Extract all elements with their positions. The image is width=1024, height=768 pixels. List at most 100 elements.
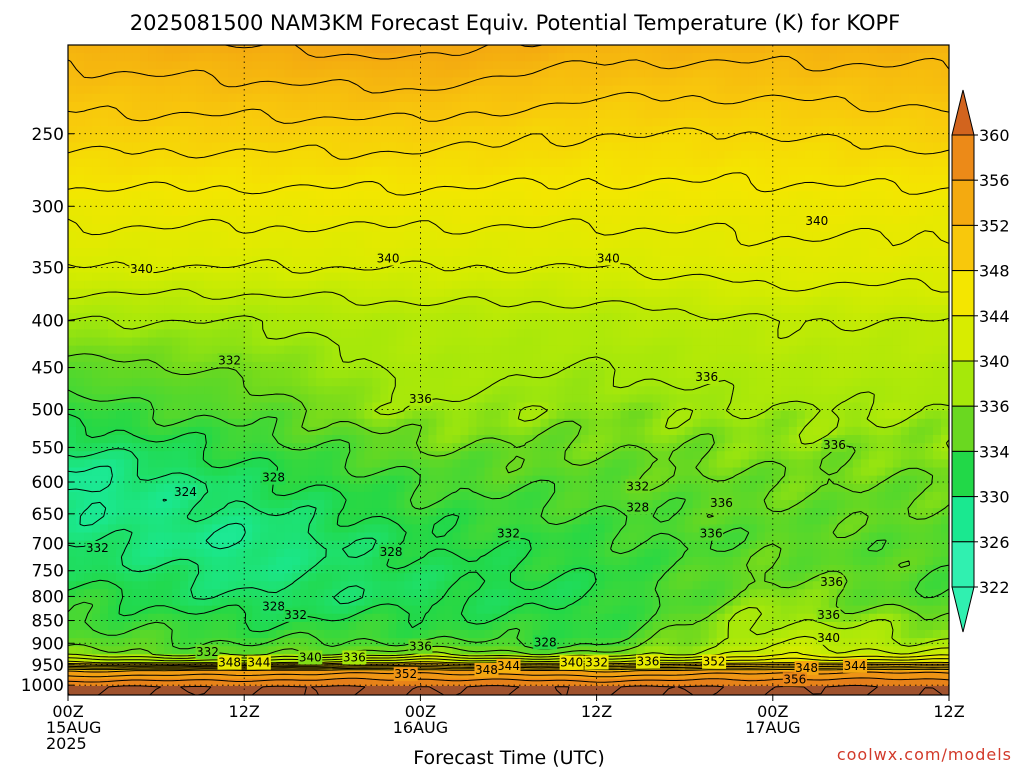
field-cell (100, 305, 109, 314)
field-cell (924, 45, 934, 54)
field-cell (116, 158, 125, 168)
field-cell (268, 85, 277, 95)
field-cell (572, 118, 582, 127)
field-cell (604, 199, 614, 209)
field-cell (628, 183, 638, 192)
field-cell (324, 101, 333, 111)
field-cell (300, 69, 309, 79)
field-cell (556, 288, 566, 298)
field-cell (100, 199, 109, 209)
field-cell (564, 256, 574, 265)
field-cell (764, 61, 774, 70)
field-cell (164, 264, 173, 274)
field-cell (172, 410, 181, 420)
field-cell (620, 215, 630, 225)
field-cell (532, 256, 542, 265)
field-cell (740, 288, 750, 298)
field-cell (436, 118, 446, 127)
field-cell (436, 53, 446, 62)
field-cell (876, 134, 886, 144)
field-cell (340, 126, 349, 135)
field-cell (908, 93, 918, 103)
field-cell (508, 361, 518, 371)
field-cell (260, 321, 269, 330)
field-cell (660, 150, 670, 160)
field-cell (620, 240, 630, 249)
field-cell (588, 118, 598, 127)
field-cell (476, 248, 486, 257)
field-cell (540, 223, 550, 233)
field-cell (148, 223, 157, 233)
field-cell (268, 394, 277, 404)
field-cell (708, 45, 718, 54)
field-cell (68, 240, 77, 249)
field-cell (324, 361, 333, 371)
field-cell (868, 150, 878, 160)
field-cell (116, 101, 125, 111)
field-cell (356, 166, 365, 176)
field-cell (724, 166, 734, 176)
field-cell (444, 215, 454, 225)
field-cell (180, 321, 189, 330)
field-cell (364, 305, 373, 314)
field-cell (580, 264, 590, 274)
field-cell (748, 126, 758, 135)
field-cell (868, 101, 878, 111)
field-cell (404, 166, 413, 176)
field-cell (372, 386, 381, 395)
field-cell (100, 215, 109, 225)
field-cell (708, 126, 718, 135)
field-cell (684, 288, 694, 298)
field-cell (164, 118, 173, 127)
field-cell (796, 191, 806, 200)
field-cell (316, 313, 325, 322)
field-cell (308, 264, 317, 274)
field-cell (908, 394, 918, 404)
field-cell (220, 118, 229, 127)
field-cell (908, 305, 918, 314)
field-cell (820, 353, 830, 363)
field-cell (332, 45, 341, 54)
field-cell (292, 69, 301, 79)
field-cell (724, 134, 734, 144)
field-cell (148, 45, 157, 54)
field-cell (812, 240, 822, 249)
field-cell (524, 69, 534, 79)
field-cell (788, 101, 798, 111)
field-cell (444, 183, 454, 192)
field-cell (364, 402, 373, 412)
field-cell (364, 272, 373, 282)
field-cell (276, 378, 285, 387)
field-cell (852, 329, 862, 339)
field-cell (564, 394, 574, 404)
field-cell (348, 45, 357, 54)
field-cell (116, 402, 125, 412)
field-cell (244, 264, 253, 274)
field-cell (516, 361, 526, 371)
field-cell (164, 313, 173, 322)
field-cell (716, 150, 726, 160)
field-cell (460, 370, 470, 379)
field-cell (340, 321, 349, 330)
field-cell (884, 183, 894, 192)
field-cell (924, 166, 934, 176)
field-cell (836, 166, 846, 176)
field-cell (516, 126, 526, 135)
field-cell (100, 150, 109, 160)
field-cell (260, 361, 269, 371)
field-cell (620, 313, 630, 322)
field-cell (892, 45, 902, 54)
field-cell (388, 101, 397, 111)
field-cell (116, 215, 125, 225)
field-cell (460, 337, 470, 347)
field-cell (564, 69, 574, 79)
field-cell (772, 264, 782, 274)
field-cell (396, 386, 405, 395)
field-cell (852, 248, 862, 257)
field-cell (524, 329, 534, 339)
field-cell (812, 378, 822, 387)
field-cell (716, 175, 726, 184)
field-cell (924, 142, 934, 152)
field-cell (372, 296, 381, 306)
field-cell (420, 353, 430, 363)
